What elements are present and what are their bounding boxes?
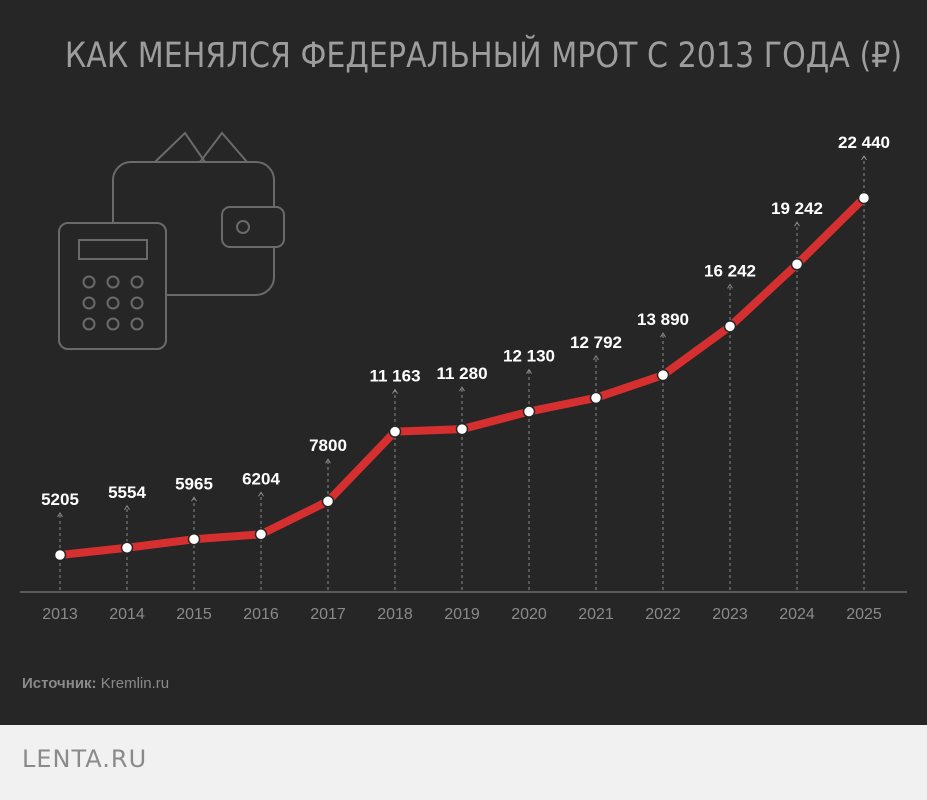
data-point: [53, 548, 67, 562]
x-tick-label: 2023: [712, 606, 748, 623]
guide-arrow: [57, 512, 63, 518]
guide-arrow: [258, 491, 264, 497]
data-point: [321, 494, 335, 508]
source-label: Источник:: [22, 675, 97, 692]
data-label: 16 242: [704, 261, 756, 280]
x-tick-label: 2014: [109, 606, 145, 623]
x-tick-label: 2021: [578, 606, 614, 623]
guide-arrow: [593, 354, 599, 361]
guide-arrow: [727, 283, 733, 289]
data-label: 5554: [108, 483, 146, 502]
guide-arrow: [325, 458, 331, 464]
x-tick-label: 2013: [42, 606, 78, 623]
chart-title: КАК МЕНЯЛСЯ ФЕДЕРАЛЬНЫЙ МРОТ С 2013 ГОДА…: [64, 36, 903, 76]
calculator-icon: [58, 222, 167, 350]
x-tick-label: 2019: [444, 606, 480, 623]
data-label: 6204: [242, 469, 280, 488]
x-tick-label: 2017: [310, 606, 346, 623]
chart-area: КАК МЕНЯЛСЯ ФЕДЕРАЛЬНЫЙ МРОТ С 2013 ГОДА…: [20, 36, 907, 692]
x-tick-label: 2016: [243, 606, 279, 623]
data-label: 22 440: [838, 133, 890, 152]
data-label: 13 890: [637, 310, 689, 329]
source-value: Kremlin.ru: [100, 675, 170, 692]
source-note: Источник: Kremlin.ru: [22, 675, 169, 692]
x-tick-label: 2025: [846, 606, 882, 623]
x-tick-label: 2022: [645, 606, 681, 623]
x-tick-label: 2024: [779, 606, 815, 623]
data-point: [656, 368, 670, 382]
data-label: 11 163: [369, 367, 420, 386]
data-point: [589, 391, 603, 405]
data-point: [254, 528, 268, 541]
data-point: [455, 422, 469, 436]
guide-arrow: [191, 496, 197, 502]
data-point: [120, 541, 134, 555]
lenta-logo: LENTA.RU: [22, 745, 148, 773]
guide-arrow: [392, 388, 398, 394]
guide-arrow: [861, 155, 867, 161]
x-tick-label: 2020: [511, 606, 547, 623]
guide-arrow: [660, 332, 666, 338]
data-label: 12 130: [503, 347, 555, 366]
data-point: [388, 425, 402, 438]
data-label: 11 280: [436, 364, 487, 383]
data-point: [790, 257, 804, 271]
data-point: [723, 320, 737, 333]
data-point: [857, 191, 871, 205]
data-label: 19 242: [771, 199, 823, 218]
x-tick-label: 2015: [176, 606, 212, 623]
guide-arrow: [459, 386, 465, 392]
x-tick-label: 2018: [377, 606, 413, 623]
data-label: 5205: [41, 490, 79, 509]
guide-arrow: [124, 504, 130, 511]
data-point: [187, 533, 201, 546]
data-label: 7800: [309, 436, 347, 455]
data-point: [522, 405, 536, 418]
line-chart: 5205 5554 5965 6204 7800 11 163 11 280 12 130 12…: [20, 131, 907, 623]
data-label: 5965: [175, 474, 213, 493]
guide-arrow: [794, 221, 800, 227]
footer: LENTA.RU: [0, 725, 927, 800]
guide-arrow: [526, 368, 532, 374]
data-label: 12 792: [570, 333, 622, 352]
